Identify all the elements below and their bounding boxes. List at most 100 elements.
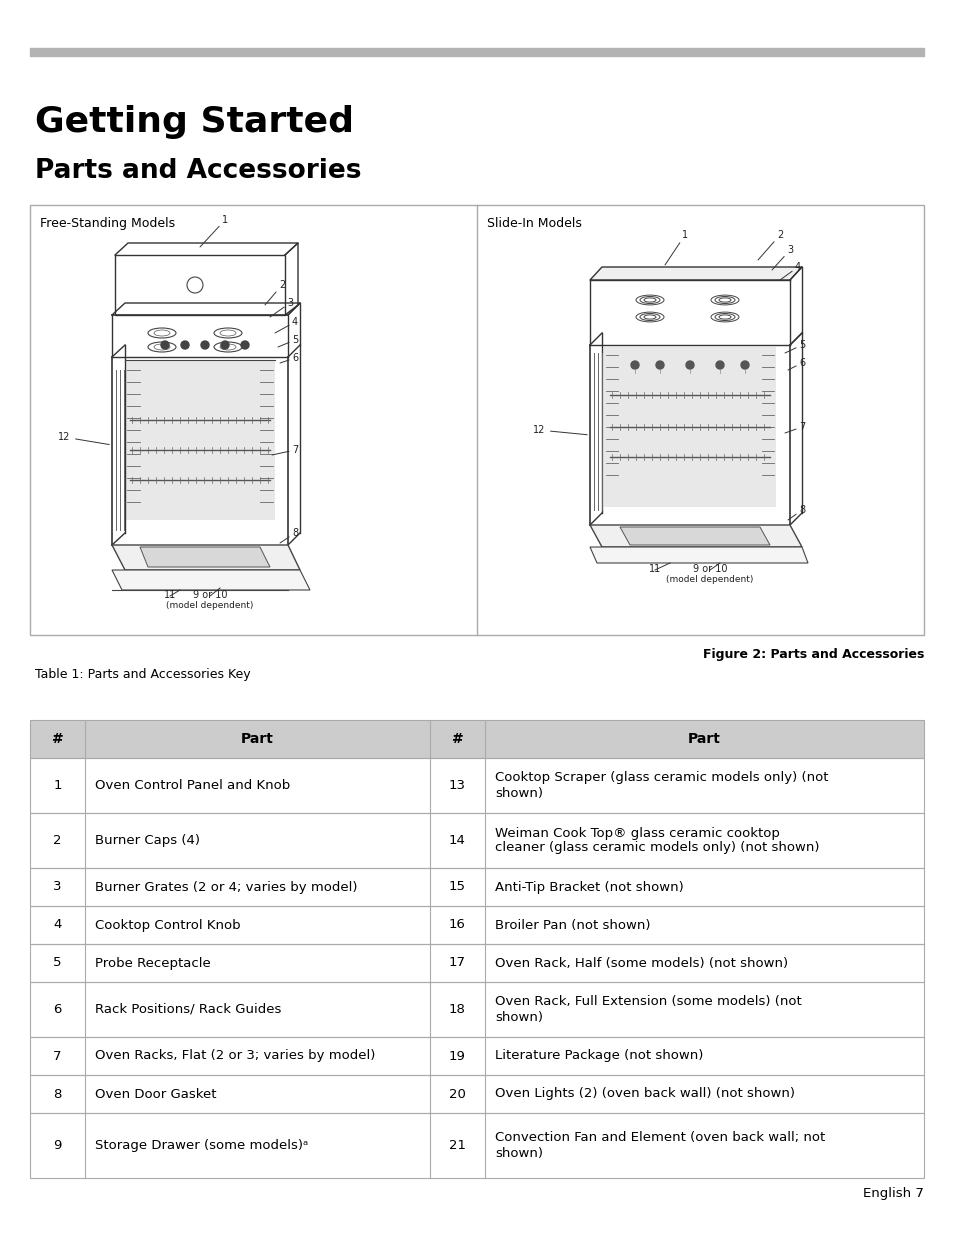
Bar — [30, 1113, 923, 1178]
Bar — [30, 48, 923, 56]
Text: 5: 5 — [277, 335, 297, 347]
Bar — [30, 906, 923, 944]
Text: Getting Started: Getting Started — [35, 105, 354, 140]
Bar — [30, 813, 923, 868]
Text: 11: 11 — [164, 590, 176, 600]
Text: Broiler Pan (not shown): Broiler Pan (not shown) — [495, 919, 650, 931]
Bar — [30, 1037, 923, 1074]
Bar — [30, 944, 923, 982]
Text: 8: 8 — [280, 529, 297, 543]
Text: 18: 18 — [449, 1003, 465, 1016]
Text: Oven Lights (2) (oven back wall) (not shown): Oven Lights (2) (oven back wall) (not sh… — [495, 1088, 794, 1100]
Text: 6: 6 — [280, 353, 297, 363]
Text: 14: 14 — [449, 834, 465, 847]
Bar — [125, 359, 274, 520]
Text: 21: 21 — [449, 1139, 465, 1152]
Circle shape — [201, 341, 209, 350]
Text: 13: 13 — [449, 779, 465, 792]
Bar — [30, 982, 923, 1037]
Text: Storage Drawer (some models)ᵃ: Storage Drawer (some models)ᵃ — [95, 1139, 308, 1152]
Text: 4: 4 — [274, 317, 297, 333]
Polygon shape — [589, 525, 801, 547]
Text: 2: 2 — [265, 280, 285, 305]
Text: 5: 5 — [53, 956, 62, 969]
Text: 5: 5 — [784, 340, 804, 353]
Text: 19: 19 — [449, 1050, 465, 1062]
Text: Parts and Accessories: Parts and Accessories — [35, 158, 361, 184]
Bar — [30, 1074, 923, 1113]
Bar — [30, 1113, 923, 1178]
Text: 17: 17 — [449, 956, 465, 969]
Circle shape — [656, 361, 663, 369]
Text: 3: 3 — [270, 298, 293, 317]
Text: 9: 9 — [53, 1139, 62, 1152]
Text: Cooktop Scraper (glass ceramic models only) (not
shown): Cooktop Scraper (glass ceramic models on… — [495, 772, 827, 799]
Polygon shape — [140, 547, 270, 567]
Text: Part: Part — [687, 732, 720, 746]
Text: Burner Grates (2 or 4; varies by model): Burner Grates (2 or 4; varies by model) — [95, 881, 357, 893]
Bar — [30, 758, 923, 813]
Text: Slide-In Models: Slide-In Models — [486, 217, 581, 230]
Text: Table 1: Parts and Accessories Key: Table 1: Parts and Accessories Key — [35, 668, 251, 680]
Text: (model dependent): (model dependent) — [166, 601, 253, 610]
Text: 3: 3 — [771, 245, 792, 270]
Text: Oven Door Gasket: Oven Door Gasket — [95, 1088, 216, 1100]
Text: 11: 11 — [648, 564, 660, 574]
Text: 6: 6 — [53, 1003, 62, 1016]
Bar — [30, 720, 923, 758]
Bar — [30, 205, 923, 635]
Bar — [30, 1037, 923, 1074]
Text: Burner Caps (4): Burner Caps (4) — [95, 834, 200, 847]
Text: 4: 4 — [780, 262, 801, 280]
Circle shape — [221, 341, 229, 350]
Circle shape — [241, 341, 249, 350]
Text: 1: 1 — [53, 779, 62, 792]
Bar — [30, 720, 923, 758]
Text: 2: 2 — [53, 834, 62, 847]
Text: Oven Racks, Flat (2 or 3; varies by model): Oven Racks, Flat (2 or 3; varies by mode… — [95, 1050, 375, 1062]
Polygon shape — [589, 547, 807, 563]
Polygon shape — [112, 545, 299, 571]
Text: 16: 16 — [449, 919, 465, 931]
Polygon shape — [619, 527, 769, 545]
Text: 7: 7 — [53, 1050, 62, 1062]
Text: Anti-Tip Bracket (not shown): Anti-Tip Bracket (not shown) — [495, 881, 683, 893]
Polygon shape — [589, 267, 801, 280]
Text: 6: 6 — [787, 358, 804, 370]
Circle shape — [181, 341, 189, 350]
Bar — [30, 758, 923, 813]
Bar — [30, 944, 923, 982]
Bar — [30, 868, 923, 906]
Text: Weiman Cook Top® glass ceramic cooktop
cleaner (glass ceramic models only) (not : Weiman Cook Top® glass ceramic cooktop c… — [495, 826, 819, 855]
Text: Part: Part — [241, 732, 274, 746]
Bar — [30, 1074, 923, 1113]
Text: Literature Package (not shown): Literature Package (not shown) — [495, 1050, 702, 1062]
Text: 8: 8 — [53, 1088, 62, 1100]
Text: 15: 15 — [449, 881, 465, 893]
Circle shape — [630, 361, 639, 369]
Text: 12: 12 — [532, 425, 587, 435]
Circle shape — [740, 361, 748, 369]
Text: 12: 12 — [57, 432, 110, 445]
Text: Oven Rack, Full Extension (some models) (not
shown): Oven Rack, Full Extension (some models) … — [495, 995, 801, 1024]
Bar — [30, 906, 923, 944]
Text: Figure 2: Parts and Accessories: Figure 2: Parts and Accessories — [702, 648, 923, 661]
Text: 8: 8 — [787, 505, 804, 520]
Text: English 7: English 7 — [862, 1187, 923, 1200]
Text: 1: 1 — [200, 215, 228, 247]
Circle shape — [685, 361, 693, 369]
Text: Free-Standing Models: Free-Standing Models — [40, 217, 175, 230]
Circle shape — [716, 361, 723, 369]
Text: Rack Positions/ Rack Guides: Rack Positions/ Rack Guides — [95, 1003, 281, 1016]
Text: 1: 1 — [664, 230, 687, 266]
Bar — [30, 982, 923, 1037]
Text: 7: 7 — [272, 445, 297, 454]
Text: Cooktop Control Knob: Cooktop Control Knob — [95, 919, 240, 931]
Text: (model dependent): (model dependent) — [665, 576, 753, 584]
Text: 2: 2 — [758, 230, 782, 261]
Text: Probe Receptacle: Probe Receptacle — [95, 956, 211, 969]
Text: 3: 3 — [53, 881, 62, 893]
Bar — [30, 868, 923, 906]
Text: 20: 20 — [449, 1088, 465, 1100]
Polygon shape — [112, 571, 310, 590]
